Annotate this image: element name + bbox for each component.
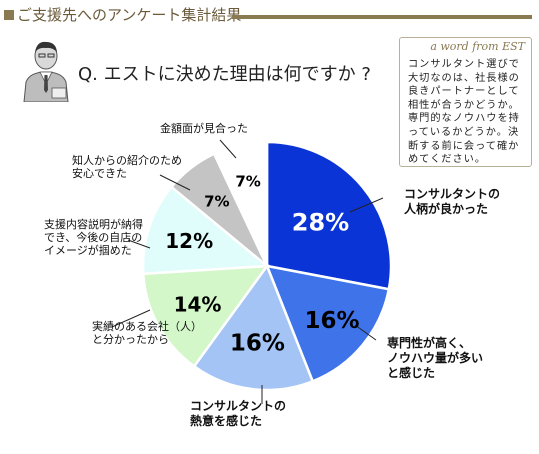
pie-leader-line xyxy=(349,197,384,213)
businessman-portrait-icon xyxy=(23,41,69,102)
pie-category-label: 支援内容説明が納得でき、今後の自店のイメージが掴めた xyxy=(44,217,143,257)
pie-category-label: 専門性が高く、ノウハウ量が多いと感じた xyxy=(387,335,483,380)
pie-value-label: 16% xyxy=(230,331,285,357)
pie-slice xyxy=(265,140,393,291)
note-box: a word from EST コンサルタント選びで大切なのは、社長様の良きパー… xyxy=(399,37,532,167)
pie-value-label: 14% xyxy=(174,292,222,316)
pie-leader-line xyxy=(111,309,151,328)
header-bar: ご支援先へのアンケート集計結果 xyxy=(0,0,539,26)
header-rule xyxy=(232,15,532,19)
pie-slice xyxy=(265,264,391,383)
pie-category-label: コンサルタントの熱意を感じた xyxy=(190,399,286,428)
pie-value-label: 28% xyxy=(292,208,349,236)
note-title: a word from EST xyxy=(430,40,525,53)
pie-slice xyxy=(192,263,315,392)
pie-category-label: 実績のある会社（人）と分かったから xyxy=(92,319,202,346)
pie-leader-line xyxy=(354,324,377,341)
pie-slice xyxy=(141,264,270,369)
question-text: Q. エストに決めた理由は何ですか ? xyxy=(78,64,371,85)
pie-leader-lines xyxy=(111,139,384,404)
header-square-icon xyxy=(4,10,14,20)
pie-value-label: 12% xyxy=(165,229,213,253)
pie-leader-line xyxy=(127,239,151,249)
pie-category-labels: コンサルタントの人柄が良かった専門性が高く、ノウハウ量が多いと感じたコンサルタン… xyxy=(44,121,500,428)
pie-category-label: 知人からの紹介のため安心できた xyxy=(72,153,182,180)
pie-category-label: 金額面が見合った xyxy=(160,121,248,135)
pie-slice xyxy=(212,140,269,267)
pie-slices xyxy=(141,140,393,392)
note-body: コンサルタント選びで大切なのは、社長様の良きパートナーとして相性が合うかどうか。… xyxy=(408,59,520,166)
page-title: ご支援先へのアンケート集計結果 xyxy=(17,6,242,24)
pie-category-label: コンサルタントの人柄が良かった xyxy=(404,187,500,216)
pie-value-label: 7% xyxy=(235,173,260,191)
pie-value-labels: 28% 16% 16% 14% 12% 7% 7% xyxy=(165,173,359,357)
pie-value-label: 7% xyxy=(204,193,229,211)
pie-slice xyxy=(141,185,271,276)
pie-value-label: 16% xyxy=(304,308,359,334)
pie-leader-line xyxy=(159,174,191,191)
pie-leader-line xyxy=(219,139,237,159)
